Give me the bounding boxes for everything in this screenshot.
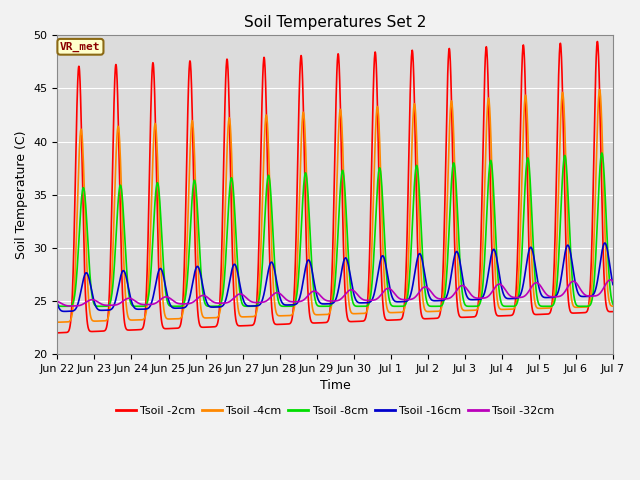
Tsoil -32cm — [609, 278, 617, 284]
Tsoil -32cm — [364, 298, 371, 303]
Tsoil -16cm — [601, 240, 609, 246]
Tsoil -8cm — [598, 150, 605, 156]
Tsoil -8cm — [497, 298, 504, 304]
Tsoil -32cm — [560, 290, 568, 296]
Text: VR_met: VR_met — [60, 42, 100, 52]
Tsoil -4cm — [560, 106, 568, 111]
Tsoil -2cm — [560, 150, 568, 156]
Tsoil -16cm — [575, 292, 583, 298]
Tsoil -16cm — [364, 300, 371, 306]
Tsoil -2cm — [351, 319, 359, 324]
Y-axis label: Soil Temperature (C): Soil Temperature (C) — [15, 131, 28, 259]
Tsoil -16cm — [54, 301, 61, 307]
Tsoil -8cm — [575, 303, 583, 309]
Tsoil -32cm — [575, 285, 583, 290]
Tsoil -16cm — [560, 256, 568, 262]
Tsoil -8cm — [364, 303, 371, 309]
Tsoil -4cm — [609, 303, 617, 309]
Tsoil -2cm — [364, 304, 371, 310]
Line: Tsoil -4cm: Tsoil -4cm — [58, 89, 613, 322]
Line: Tsoil -8cm: Tsoil -8cm — [58, 153, 613, 306]
Tsoil -32cm — [209, 299, 216, 304]
Tsoil -4cm — [54, 319, 61, 325]
Tsoil -2cm — [594, 39, 602, 45]
Tsoil -8cm — [54, 302, 61, 308]
Tsoil -2cm — [497, 313, 504, 319]
Tsoil -32cm — [54, 299, 61, 304]
Line: Tsoil -16cm: Tsoil -16cm — [58, 243, 613, 312]
Tsoil -8cm — [209, 303, 216, 309]
Tsoil -4cm — [364, 307, 371, 312]
Tsoil -8cm — [560, 155, 568, 161]
Tsoil -2cm — [209, 324, 216, 330]
Tsoil -16cm — [209, 304, 216, 310]
Tsoil -2cm — [575, 310, 583, 316]
Tsoil -32cm — [67, 303, 75, 309]
Legend: Tsoil -2cm, Tsoil -4cm, Tsoil -8cm, Tsoil -16cm, Tsoil -32cm: Tsoil -2cm, Tsoil -4cm, Tsoil -8cm, Tsoi… — [111, 401, 559, 420]
Tsoil -8cm — [351, 303, 359, 309]
Tsoil -4cm — [351, 311, 359, 317]
Tsoil -4cm — [209, 315, 216, 321]
Line: Tsoil -2cm: Tsoil -2cm — [58, 42, 613, 333]
Tsoil -16cm — [61, 309, 68, 314]
Tsoil -8cm — [61, 303, 68, 309]
Tsoil -2cm — [54, 330, 61, 336]
Tsoil -4cm — [497, 306, 504, 312]
Tsoil -2cm — [609, 309, 617, 314]
Tsoil -16cm — [497, 280, 504, 286]
Tsoil -4cm — [575, 304, 583, 310]
Line: Tsoil -32cm: Tsoil -32cm — [58, 280, 613, 306]
Tsoil -8cm — [609, 301, 617, 307]
Title: Soil Temperatures Set 2: Soil Temperatures Set 2 — [244, 15, 426, 30]
Tsoil -16cm — [609, 282, 617, 288]
Tsoil -32cm — [351, 289, 359, 295]
Tsoil -4cm — [54, 319, 61, 325]
Tsoil -32cm — [497, 282, 504, 288]
Tsoil -4cm — [596, 86, 604, 92]
Tsoil -32cm — [607, 277, 614, 283]
X-axis label: Time: Time — [320, 379, 351, 392]
Tsoil -16cm — [351, 296, 359, 302]
